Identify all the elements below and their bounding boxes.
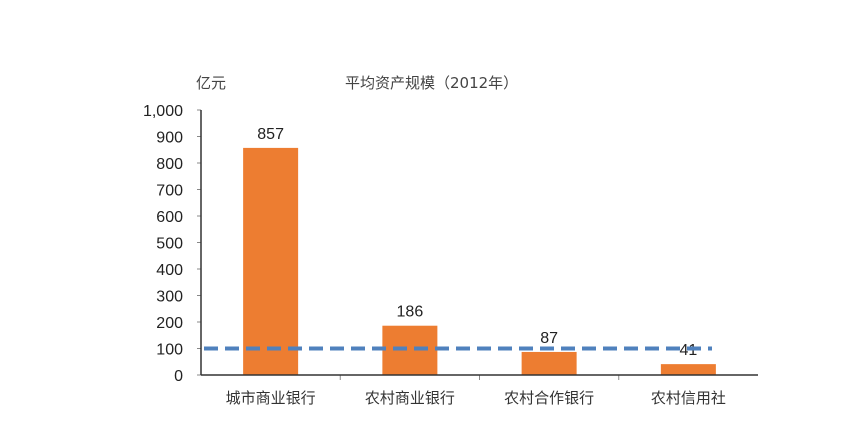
category-label: 城市商业银行 xyxy=(226,389,316,407)
y-tick-label: 1,000 xyxy=(143,103,183,120)
y-tick-label: 700 xyxy=(156,183,183,200)
bar-value-label: 857 xyxy=(257,126,284,143)
y-tick-label: 100 xyxy=(156,342,183,359)
category-label: 农村商业银行 xyxy=(365,389,455,407)
bars xyxy=(243,147,716,375)
y-tick-label: 0 xyxy=(174,368,183,385)
y-tick-label: 200 xyxy=(156,315,183,332)
y-tick-label: 300 xyxy=(156,289,183,306)
bar-value-label: 186 xyxy=(397,304,424,321)
bar-value-label: 87 xyxy=(540,330,558,347)
y-tick-label: 900 xyxy=(156,130,183,147)
chart-title: 平均资产规模（2012年） xyxy=(345,74,519,92)
bar xyxy=(382,325,438,375)
category-label: 农村信用社 xyxy=(651,389,726,407)
category-label: 农村合作银行 xyxy=(504,389,594,407)
y-tick-label: 600 xyxy=(156,209,183,226)
y-tick-label: 400 xyxy=(156,262,183,279)
bar xyxy=(243,147,299,375)
category-labels: 城市商业银行 农村商业银行 农村合作银行 农村信用社 xyxy=(226,375,726,407)
value-labels: 857 186 87 41 xyxy=(257,126,697,359)
y-tick-label: 800 xyxy=(156,156,183,173)
y-tick-label: 500 xyxy=(156,236,183,253)
bar xyxy=(660,364,716,375)
y-axis-unit-label: 亿元 xyxy=(196,74,227,92)
y-axis-ticks: 0 100 200 300 400 500 600 700 800 900 1,000 xyxy=(143,103,201,385)
bar xyxy=(521,351,577,375)
bar-value-label: 41 xyxy=(679,342,697,359)
